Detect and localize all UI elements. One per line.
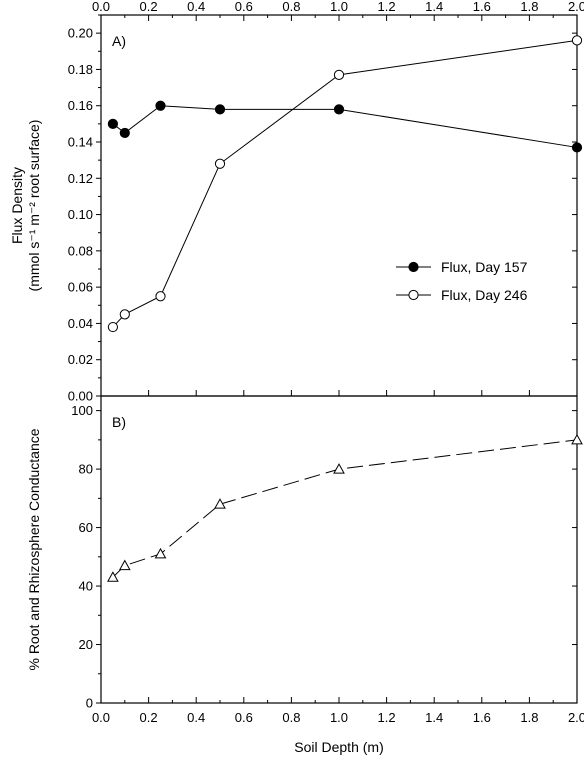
x-bottom-tick-label: 0.6 <box>235 710 253 725</box>
series-line-conductance <box>112 439 578 578</box>
legend-marker-2 <box>408 289 419 301</box>
legend-label-2: Flux, Day 246 <box>441 287 528 303</box>
x-top-tick-label: 0.6 <box>235 0 253 14</box>
data-point-day246 <box>119 309 130 320</box>
series-line-2 <box>112 39 578 328</box>
x-bottom-tick-label: 0.2 <box>140 710 158 725</box>
y-axis-title: % Root and Rhizosphere Conductance <box>26 428 42 670</box>
y-tick-label: 0.02 <box>68 352 93 367</box>
y-tick-label: 0.10 <box>68 207 93 222</box>
y-tick-label: 0.00 <box>68 389 93 404</box>
data-point-conductance <box>118 559 131 571</box>
legend-label-1: Flux, Day 157 <box>441 259 528 275</box>
x-bottom-tick-label: 0.8 <box>282 710 300 725</box>
y-tick-label: 60 <box>79 520 93 535</box>
x-top-tick-label: 1.2 <box>378 0 396 14</box>
x-bottom-tick-label: 1.8 <box>520 710 538 725</box>
series-line-1 <box>112 105 578 148</box>
y-tick-label: 0.14 <box>68 135 93 150</box>
data-point-conductance <box>154 547 167 559</box>
x-top-tick-label: 0.4 <box>187 0 205 14</box>
y-tick-label: 0.16 <box>68 98 93 113</box>
data-point-conductance <box>333 463 345 474</box>
data-point-day157 <box>214 104 226 115</box>
data-point-day246 <box>107 321 119 333</box>
y-tick-label: 0.08 <box>68 243 93 258</box>
y-tick-label: 80 <box>79 462 93 477</box>
data-point-day246 <box>155 291 166 302</box>
x-top-tick-label: 1.0 <box>330 0 348 14</box>
data-point-day157 <box>107 118 119 129</box>
y-tick-label: 0.12 <box>68 171 93 186</box>
data-point-conductance <box>571 433 583 445</box>
y-tick-label: 0.18 <box>68 62 93 77</box>
x-top-tick-label: 1.6 <box>473 0 491 14</box>
y-tick-label: 0.06 <box>68 280 93 295</box>
y-axis-title-line2: (mmol s⁻¹ m⁻² root surface) <box>26 120 42 292</box>
data-point-day157 <box>571 142 583 153</box>
x-axis-title: Soil Depth (m) <box>294 739 383 755</box>
data-point-day246 <box>214 158 226 169</box>
panel-label-a: A) <box>112 33 126 49</box>
x-top-tick-label: 0.2 <box>140 0 158 14</box>
data-point-conductance <box>107 571 119 582</box>
y-tick-label: 20 <box>79 637 93 652</box>
panel-b-frame <box>100 395 578 704</box>
panel-b: 0.0 0.2 0.4 0.6 0.8 1.0 1.2 1.4 1.6 1.8 2.0 0 20 40 60… <box>26 395 584 755</box>
x-bottom-tick-label: 2.0 <box>568 710 584 725</box>
y-tick-label: 40 <box>79 579 93 594</box>
x-bottom-tick-label: 0.0 <box>92 710 110 725</box>
x-bottom-tick-label: 0.4 <box>187 710 205 725</box>
x-bottom-tick-label: 1.0 <box>330 710 348 725</box>
data-point-conductance <box>214 498 226 509</box>
legend-marker-1 <box>408 261 419 273</box>
x-bottom-tick-label: 1.4 <box>425 710 443 725</box>
data-point-day157 <box>333 104 345 115</box>
x-top-tick-label: 1.4 <box>425 0 443 14</box>
data-point-day246 <box>571 35 583 46</box>
x-bottom-tick-label: 1.2 <box>378 710 396 725</box>
panel-label-b: B) <box>112 414 126 430</box>
data-point-day157 <box>155 100 166 111</box>
x-top-tick-label: 2.0 <box>568 0 584 14</box>
y-tick-label: 0.04 <box>68 316 93 331</box>
y-tick-label: 100 <box>71 403 93 418</box>
data-point-day246 <box>333 69 345 80</box>
y-tick-label: 0 <box>86 696 93 711</box>
y-tick-label: 0.20 <box>68 26 93 41</box>
y-axis-title-line1: Flux Density <box>9 167 25 244</box>
x-top-tick-label: 1.8 <box>520 0 538 14</box>
data-point-day157 <box>119 127 130 139</box>
x-top-tick-label: 0.0 <box>92 0 110 14</box>
panel-a: 0.0 0.2 0.4 0.6 0.8 1.0 1.2 1.4 1.6 1.8 2.0 0.00 0.0… <box>9 0 584 404</box>
x-bottom-tick-label: 1.6 <box>473 710 491 725</box>
x-top-tick-label: 0.8 <box>282 0 300 14</box>
